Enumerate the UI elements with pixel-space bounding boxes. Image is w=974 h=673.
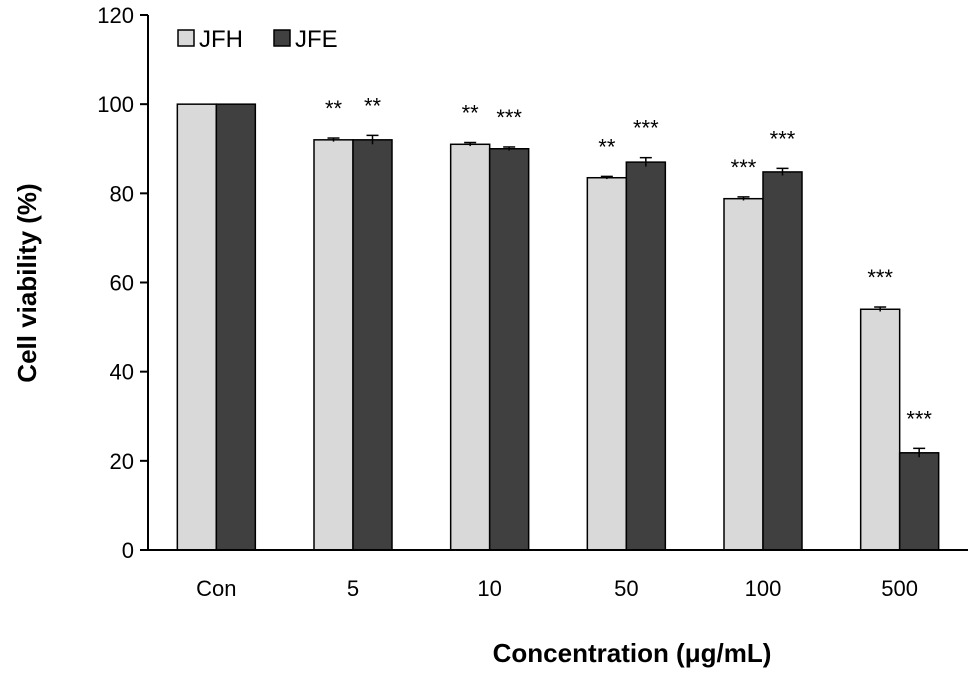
y-tick-label-20: 20 xyxy=(110,449,134,474)
bar-jfh-100 xyxy=(723,197,764,551)
significance-layer: ** ** ** ******************** xyxy=(325,93,933,431)
y-tick-label-80: 80 xyxy=(110,181,134,206)
significance-jfh-10: ** xyxy=(462,101,480,126)
legend-swatch-jfh xyxy=(177,29,195,47)
legend: JFH JFE xyxy=(177,26,338,53)
bar-jfe-50 xyxy=(625,161,667,551)
bar-jfh-10 xyxy=(449,143,491,551)
y-tick-label-60: 60 xyxy=(110,271,134,296)
bar-jfe-10 xyxy=(488,148,530,551)
bar-jfe-500 xyxy=(898,452,940,551)
significance-jfe-500: *** xyxy=(906,406,932,431)
bars-layer xyxy=(176,103,940,551)
significance-jfh-500: *** xyxy=(867,265,893,290)
error-bars-layer xyxy=(327,134,926,458)
significance-jfh-100: *** xyxy=(731,155,757,180)
y-tick-label-0: 0 xyxy=(122,538,134,563)
bar-jfh-500 xyxy=(859,308,901,551)
bar-jfh-50 xyxy=(586,176,628,551)
x-tick-label-100: 100 xyxy=(745,576,782,601)
legend-swatch-jfe xyxy=(273,29,291,47)
x-tick-label-50: 50 xyxy=(614,576,638,601)
bar-jfe-con xyxy=(215,103,257,551)
significance-jfh-5: ** xyxy=(325,96,343,121)
x-axis-title: Concentration (μg/mL) xyxy=(493,638,772,668)
significance-jfe-5: ** xyxy=(364,93,382,118)
significance-jfe-10: *** xyxy=(496,105,522,130)
bar-jfe-100 xyxy=(762,171,803,551)
x-tick-label-500: 500 xyxy=(881,576,918,601)
y-tick-label-100: 100 xyxy=(97,92,134,117)
x-tick-label-con: Con xyxy=(196,576,236,601)
y-tick-label-120: 120 xyxy=(97,3,134,28)
x-tick-label-10: 10 xyxy=(477,576,501,601)
significance-jfe-100: *** xyxy=(770,126,796,151)
y-axis-title: Cell viability (%) xyxy=(12,183,42,382)
legend-label-jfh: JFH xyxy=(199,26,243,53)
significance-jfh-50: ** xyxy=(598,134,616,159)
bar-jfh-5 xyxy=(313,139,354,551)
bar-jfh-con xyxy=(176,103,218,551)
bar-jfe-5 xyxy=(352,139,393,551)
axes-layer: Con 5 10 50 100 500 0 20 40 60 80 100 120 xyxy=(97,3,968,601)
y-tick-label-40: 40 xyxy=(110,360,134,385)
legend-label-jfe: JFE xyxy=(295,26,338,53)
x-tick-label-5: 5 xyxy=(347,576,359,601)
significance-jfe-50: *** xyxy=(633,116,659,141)
